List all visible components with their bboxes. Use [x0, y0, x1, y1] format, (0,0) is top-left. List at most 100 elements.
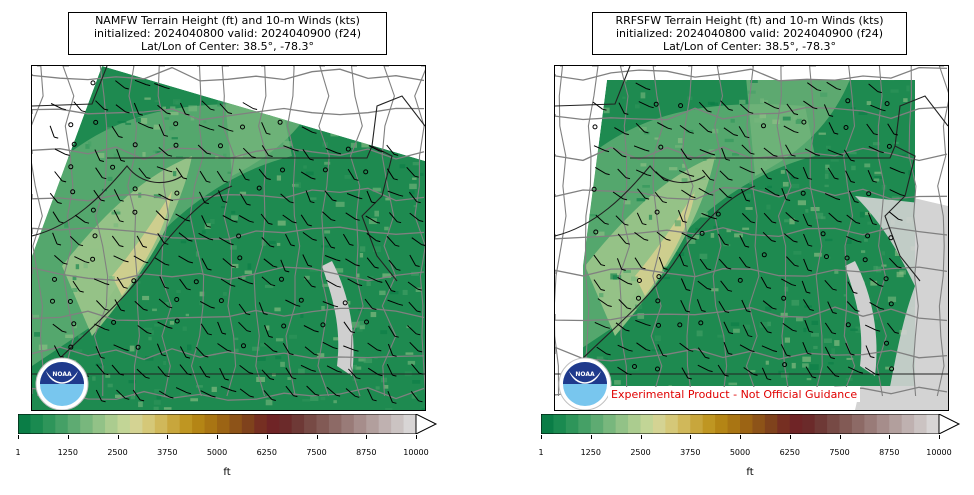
wind-barb: [238, 303, 251, 316]
wind-barb: [342, 233, 354, 246]
county-boundaries: [32, 66, 425, 401]
calm-wind-marker: [654, 209, 660, 215]
colorbar-swatch: [727, 414, 741, 434]
wind-barb: [237, 277, 254, 285]
colorbar-swatch: [603, 414, 617, 434]
wind-barb: [739, 103, 754, 114]
calm-wind-marker: [256, 185, 262, 191]
wind-barb: [410, 390, 423, 403]
wind-barb: [239, 388, 254, 398]
colorbar-swatch: [814, 414, 828, 434]
wind-barb: [408, 301, 421, 313]
wind-barb: [617, 366, 632, 376]
wind-barb: [239, 365, 254, 375]
calm-wind-marker: [281, 323, 287, 329]
wind-barb: [618, 299, 632, 310]
calm-wind-marker: [593, 229, 599, 235]
calm-wind-marker: [68, 122, 74, 128]
colorbar-swatch: [142, 414, 156, 434]
wind-barb: [285, 367, 297, 380]
wind-barb: [218, 190, 228, 203]
wind-barb: [220, 385, 237, 393]
wind-barb: [198, 124, 215, 131]
wind-barb: [864, 324, 881, 332]
wind-barb: [199, 170, 211, 183]
wind-barb: [242, 102, 258, 110]
terrain-field: [583, 80, 915, 386]
wind-barb: [367, 367, 383, 377]
calm-wind-marker: [888, 235, 894, 241]
wind-barb: [116, 389, 130, 400]
colorbar-swatch: [92, 414, 106, 434]
wind-barb: [617, 233, 630, 245]
calm-wind-marker: [92, 233, 98, 239]
wind-barb: [866, 123, 878, 136]
wind-barb: [365, 215, 381, 224]
calm-wind-marker: [240, 124, 245, 130]
colorbar-swatch: [403, 414, 417, 434]
colorbar-swatch: [889, 414, 903, 434]
wind-barb: [889, 167, 905, 174]
wind-barb: [723, 127, 738, 137]
wind-barb: [802, 342, 812, 355]
wind-barb: [698, 101, 712, 113]
rrfsfw-title-box: RRFSFW Terrain Height (ft) and 10-m Wind…: [592, 12, 907, 55]
wind-barb: [387, 190, 404, 197]
wind-barb: [305, 190, 315, 204]
rrfsfw-colorbar-unit: ft: [746, 467, 754, 478]
wind-barb: [258, 302, 268, 315]
colorbar-swatch: [777, 414, 791, 434]
colorbar-swatch: [827, 414, 841, 434]
wind-barb: [406, 166, 419, 178]
terrain-ridges: [585, 156, 715, 336]
wind-barb: [52, 211, 64, 224]
calm-wind-marker: [655, 366, 660, 372]
wind-barb: [615, 215, 629, 226]
colorbar-swatch: [105, 414, 119, 434]
wind-barb: [888, 257, 902, 269]
wind-barb: [154, 83, 170, 90]
wind-barb: [113, 209, 124, 223]
wind-barb: [116, 149, 126, 162]
wind-barb: [596, 346, 611, 356]
state-boundaries: [32, 66, 425, 375]
colorbar-swatches: [18, 414, 417, 434]
wind-barb: [846, 214, 861, 224]
colorbar-swatch: [640, 414, 654, 434]
wind-barb: [218, 125, 234, 132]
colorbar-tick-label: 5000: [729, 448, 751, 457]
wind-barb: [869, 301, 885, 310]
wind-barb: [592, 101, 607, 111]
wind-barb: [827, 149, 844, 156]
colorbar-swatch: [129, 414, 143, 434]
wind-barb: [698, 187, 714, 196]
wind-barb: [388, 259, 401, 271]
wind-barb: [157, 233, 169, 245]
wind-barb: [828, 212, 842, 223]
wind-barb: [49, 192, 62, 204]
colorbar-tick-mark: [67, 435, 69, 439]
colorbar-tick-label: 2500: [107, 448, 128, 457]
calm-wind-marker: [345, 146, 351, 152]
wind-barb: [326, 279, 341, 288]
colorbar-swatch: [353, 414, 367, 434]
wind-barb: [95, 167, 107, 180]
colorbar-swatch: [715, 414, 729, 434]
calm-wind-marker: [298, 297, 304, 303]
wind-barb: [743, 367, 758, 376]
wind-barb: [54, 148, 70, 156]
wind-barb: [635, 319, 651, 327]
wind-barb: [680, 278, 691, 291]
colorbar-swatch: [926, 414, 940, 434]
colorbar-tick-mark: [217, 435, 218, 439]
colorbar-extend-arrow: [938, 413, 961, 435]
colorbar-tick-label: 6250: [256, 448, 277, 457]
wind-barb: [698, 122, 713, 133]
wind-barb: [302, 231, 317, 241]
wind-barb: [720, 280, 733, 292]
wind-barb: [824, 193, 841, 201]
colorbar-tick-label: 5000: [206, 448, 228, 457]
wind-barb: [597, 298, 612, 307]
calm-wind-marker: [363, 169, 369, 175]
namfw-title-line2: initialized: 2024040800 valid: 202404090…: [94, 27, 361, 40]
